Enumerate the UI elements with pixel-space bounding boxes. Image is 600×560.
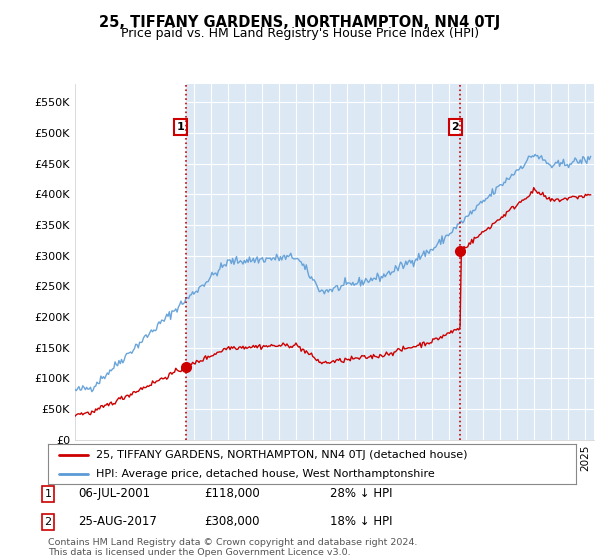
Text: 1: 1 xyxy=(44,489,52,499)
Text: 18% ↓ HPI: 18% ↓ HPI xyxy=(330,515,392,529)
Text: Price paid vs. HM Land Registry's House Price Index (HPI): Price paid vs. HM Land Registry's House … xyxy=(121,27,479,40)
Text: HPI: Average price, detached house, West Northamptonshire: HPI: Average price, detached house, West… xyxy=(95,469,434,479)
Text: 2: 2 xyxy=(44,517,52,527)
Text: £308,000: £308,000 xyxy=(204,515,260,529)
Text: Contains HM Land Registry data © Crown copyright and database right 2024.
This d: Contains HM Land Registry data © Crown c… xyxy=(48,538,418,557)
Text: 25-AUG-2017: 25-AUG-2017 xyxy=(78,515,157,529)
Text: 28% ↓ HPI: 28% ↓ HPI xyxy=(330,487,392,501)
Text: 25, TIFFANY GARDENS, NORTHAMPTON, NN4 0TJ (detached house): 25, TIFFANY GARDENS, NORTHAMPTON, NN4 0T… xyxy=(95,450,467,460)
Text: £118,000: £118,000 xyxy=(204,487,260,501)
Bar xyxy=(75,84,186,440)
Text: 25, TIFFANY GARDENS, NORTHAMPTON, NN4 0TJ: 25, TIFFANY GARDENS, NORTHAMPTON, NN4 0T… xyxy=(100,15,500,30)
Text: 1: 1 xyxy=(177,122,185,132)
Text: 06-JUL-2001: 06-JUL-2001 xyxy=(78,487,150,501)
Text: 2: 2 xyxy=(451,122,459,132)
